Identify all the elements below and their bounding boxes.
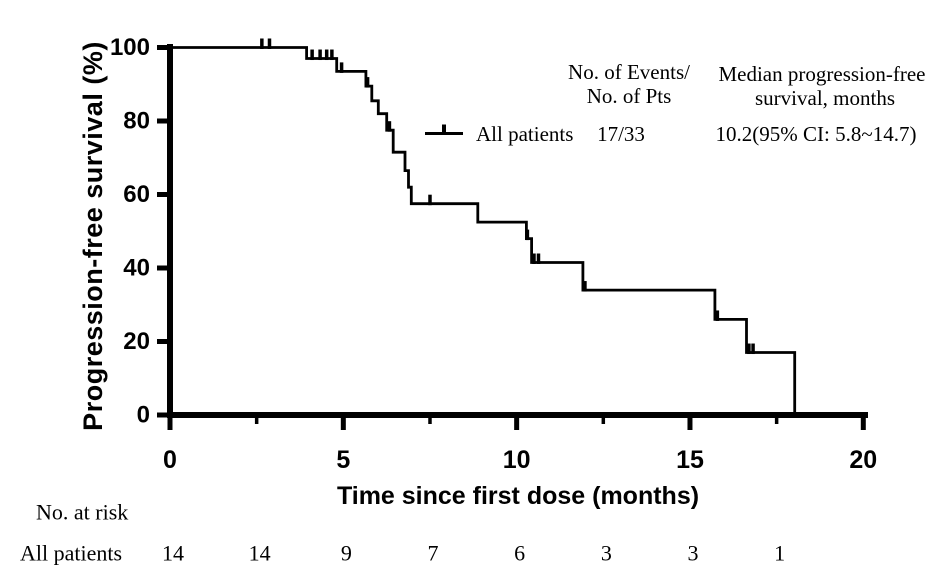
legend-events-value: 17/33 xyxy=(597,122,645,146)
censor-ticks-group xyxy=(260,38,755,355)
median-column-header-line2: survival, months xyxy=(755,86,895,110)
km-curve-all-patients xyxy=(170,46,797,415)
at-risk-value: 7 xyxy=(427,541,438,566)
at-risk-value: 14 xyxy=(249,541,271,566)
at-risk-values-group: 14 14 9 7 6 3 3 1 xyxy=(162,541,785,566)
median-column-header-line1: Median progression-free xyxy=(718,62,925,86)
y-tick-label: 0 xyxy=(137,402,150,429)
axes-group xyxy=(157,44,868,430)
at-risk-title: No. at risk xyxy=(36,500,128,525)
y-tick-label: 20 xyxy=(123,328,150,355)
legend-marker-icon xyxy=(425,124,463,135)
at-risk-value: 9 xyxy=(341,541,352,566)
y-tick-label: 60 xyxy=(123,181,150,208)
at-risk-value: 14 xyxy=(162,541,184,566)
events-column-header-line1: No. of Events/ xyxy=(568,60,690,84)
survival-curve-group xyxy=(170,46,797,415)
x-tick-label: 20 xyxy=(849,446,877,474)
x-axis-title: Time since first dose (months) xyxy=(337,482,699,510)
y-tick-label: 100 xyxy=(110,34,150,61)
y-tick-label: 40 xyxy=(123,255,150,282)
at-risk-value: 3 xyxy=(687,541,698,566)
y-axis-title: Progression-free survival (%) xyxy=(78,41,108,431)
at-risk-value: 3 xyxy=(601,541,612,566)
at-risk-row-label: All patients xyxy=(20,541,122,566)
x-tick-label: 0 xyxy=(163,446,177,474)
at-risk-value: 1 xyxy=(774,541,785,566)
at-risk-value: 6 xyxy=(514,541,525,566)
legend-median-value: 10.2(95% CI: 5.8~14.7) xyxy=(716,122,917,146)
legend-series-label: All patients xyxy=(476,122,573,146)
x-tick-label: 5 xyxy=(336,446,350,474)
x-tick-label: 10 xyxy=(503,446,531,474)
y-tick-label: 80 xyxy=(123,108,150,135)
events-column-header-line2: No. of Pts xyxy=(587,84,672,108)
tick-labels-group: 0 20 40 60 80 100 0 5 10 15 20 xyxy=(110,34,877,474)
x-tick-label: 15 xyxy=(676,446,704,474)
